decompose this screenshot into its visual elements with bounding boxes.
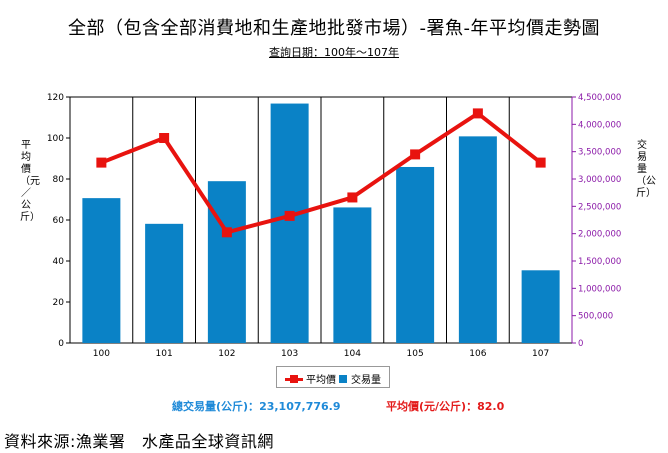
- right-axis-tick-label: 2,500,000: [578, 202, 621, 212]
- volume-bar: [270, 103, 309, 343]
- volume-bar: [82, 198, 121, 343]
- total-volume-label: 總交易量(公斤)：: [172, 400, 260, 413]
- price-point: [472, 108, 483, 119]
- volume-bar: [207, 181, 246, 343]
- left-axis-tick-label: 0: [58, 339, 64, 349]
- right-axis-tick-label: 1,000,000: [578, 284, 621, 294]
- price-point: [410, 149, 421, 160]
- right-axis-tick-label: 3,000,000: [578, 175, 621, 185]
- right-axis-tick-label: 4,000,000: [578, 120, 621, 130]
- total-volume-summary: 總交易量(公斤)：23,107,776.9: [172, 398, 340, 414]
- left-axis-tick-label: 40: [53, 257, 65, 267]
- price-point: [221, 227, 232, 238]
- x-tick-label: 104: [344, 349, 361, 359]
- right-axis-tick-label: 4,500,000: [578, 93, 621, 103]
- right-axis-tick-label: 3,500,000: [578, 148, 621, 158]
- legend-item-volume: 交易量: [339, 371, 381, 386]
- left-axis-tick-label: 60: [53, 216, 65, 226]
- price-line: [100, 111, 542, 235]
- right-axis-tick-label: 2,000,000: [578, 230, 621, 240]
- data-source: 資料來源:漁業署 水產品全球資訊網: [4, 432, 274, 451]
- average-price-label: 平均價(元/公斤)：: [386, 400, 478, 413]
- price-point: [347, 192, 358, 203]
- legend-bar-label: 交易量: [351, 375, 381, 386]
- total-volume-value: 23,107,776.9: [259, 400, 341, 413]
- volume-bar: [396, 166, 435, 343]
- x-tick-label: 102: [218, 349, 235, 359]
- right-axis-label: 交易量（公斤）: [636, 140, 656, 199]
- left-axis-tick-label: 20: [53, 298, 65, 308]
- x-tick-label: 105: [407, 349, 424, 359]
- x-tick-label: 106: [469, 349, 486, 359]
- right-axis-tick-label: 1,500,000: [578, 257, 621, 267]
- right-axis-tick-label: 500,000: [578, 312, 613, 322]
- right-axis-tick-label: 0: [578, 339, 583, 349]
- price-point: [96, 157, 107, 168]
- legend: 平均價 交易量: [276, 366, 390, 388]
- left-axis-tick-label: 80: [53, 175, 65, 185]
- left-axis-tick-label: 100: [47, 134, 64, 144]
- volume-bar: [521, 270, 560, 343]
- x-tick-label: 100: [93, 349, 110, 359]
- legend-line-symbol: [285, 374, 303, 384]
- x-tick-label: 101: [156, 349, 173, 359]
- price-point: [284, 210, 295, 221]
- legend-bar-symbol: [339, 374, 347, 383]
- chart-canvas: 0 20 40 60 80 100 120 0 500,000 1,000,000 1,500,00…: [47, 93, 621, 359]
- left-axis-label: 平均價（元／公斤）: [20, 140, 40, 223]
- x-tick-label: 107: [532, 349, 549, 359]
- left-axis-tick-label: 120: [47, 93, 64, 103]
- average-price-summary: 平均價(元/公斤)：82.0: [386, 398, 504, 414]
- price-point: [159, 133, 170, 143]
- x-tick-label: 103: [281, 349, 298, 359]
- volume-bar: [458, 136, 497, 343]
- legend-line-label: 平均價: [306, 375, 336, 386]
- volume-bar: [145, 223, 184, 343]
- legend-item-price: 平均價: [285, 371, 336, 386]
- price-point: [535, 157, 546, 168]
- average-price-value: 82.0: [477, 400, 505, 413]
- volume-bar: [333, 207, 372, 343]
- chart-subtitle: 查詢日期：100年～107年: [269, 46, 399, 59]
- chart-title: 全部（包含全部消費地和生產地批發市場）-署魚-年平均價走勢圖: [68, 18, 600, 39]
